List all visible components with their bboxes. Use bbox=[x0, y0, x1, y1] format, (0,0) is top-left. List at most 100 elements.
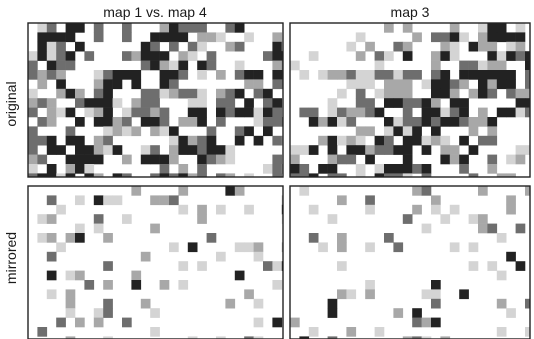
pixel-cell bbox=[374, 107, 385, 118]
pixel-cell bbox=[131, 186, 142, 196]
pixel-cell bbox=[178, 164, 189, 174]
pixel-cell bbox=[178, 32, 189, 43]
pixel-cell bbox=[140, 51, 151, 61]
pixel-cell bbox=[449, 79, 460, 90]
pixel-cell bbox=[496, 23, 507, 33]
pixel-cell bbox=[46, 60, 57, 71]
pixel-cell bbox=[431, 204, 441, 215]
pixel-cell bbox=[487, 126, 498, 137]
pixel-cell bbox=[28, 145, 38, 155]
pixel-cell bbox=[140, 298, 151, 309]
pixel-cell bbox=[178, 204, 189, 215]
pixel-cell bbox=[355, 70, 366, 80]
pixel-cell bbox=[197, 173, 207, 177]
pixel-cell bbox=[290, 164, 300, 174]
pixel-cell bbox=[525, 88, 530, 99]
pixel-cell bbox=[374, 60, 385, 71]
pixel-cell bbox=[253, 251, 264, 262]
pixel-cell bbox=[459, 107, 469, 118]
pixel-cell bbox=[337, 233, 347, 243]
pixel-cell bbox=[449, 145, 460, 155]
pixel-cell bbox=[337, 261, 347, 271]
pixel-cell bbox=[159, 164, 170, 174]
pixel-cell bbox=[234, 186, 245, 196]
pixel-cell bbox=[515, 145, 526, 155]
pixel-cell bbox=[365, 242, 375, 253]
pixel-cell bbox=[169, 173, 179, 177]
pixel-cell bbox=[421, 164, 432, 174]
pixel-cell bbox=[365, 280, 375, 290]
pixel-cell bbox=[272, 117, 283, 127]
pixel-cell bbox=[159, 70, 170, 80]
pixel-cell bbox=[159, 51, 170, 61]
pixel-cell bbox=[131, 270, 142, 281]
pixel-cell bbox=[402, 164, 413, 174]
pixel-cell bbox=[355, 107, 366, 118]
pixel-cell bbox=[478, 135, 488, 146]
pixel-cell bbox=[131, 79, 142, 90]
pixel-cell bbox=[56, 41, 66, 52]
pixel-cell bbox=[65, 23, 76, 33]
pixel-cell bbox=[216, 32, 226, 43]
pixel-cell bbox=[421, 223, 432, 234]
pixel-cell bbox=[244, 204, 254, 215]
pixel-cell bbox=[93, 107, 104, 118]
pixel-cell bbox=[468, 88, 479, 99]
panel-frame bbox=[27, 185, 284, 339]
pixel-cell bbox=[244, 107, 254, 118]
pixel-cell bbox=[75, 270, 85, 281]
pixel-cell bbox=[365, 195, 375, 206]
pixel-cell bbox=[525, 79, 530, 90]
pixel-cell bbox=[93, 117, 104, 127]
pixel-cell bbox=[206, 51, 217, 61]
pixel-cell bbox=[140, 145, 151, 155]
pixel-cell bbox=[496, 51, 507, 61]
pixel-cell bbox=[431, 289, 441, 300]
pixel-cell bbox=[431, 317, 441, 328]
pixel-cell bbox=[187, 98, 198, 108]
pixel-cell bbox=[478, 41, 488, 52]
pixel-cell bbox=[496, 79, 507, 90]
pixel-cell bbox=[225, 98, 236, 108]
pixel-cell bbox=[478, 32, 488, 43]
pixel-cell bbox=[65, 88, 76, 99]
pixel-cell bbox=[93, 135, 104, 146]
pixel-cell bbox=[169, 145, 179, 155]
pixel-cell bbox=[506, 173, 516, 177]
pixel-cell bbox=[206, 32, 217, 43]
pixel-cell bbox=[468, 70, 479, 80]
pixel-cell bbox=[431, 88, 441, 99]
pixel-cell bbox=[337, 195, 347, 206]
pixel-cell bbox=[187, 242, 198, 253]
pixel-cell bbox=[478, 60, 488, 71]
pixel-cell bbox=[65, 308, 76, 318]
pixel-cell bbox=[197, 70, 207, 80]
pixel-cell bbox=[65, 164, 76, 174]
pixel-cell bbox=[384, 233, 394, 243]
pixel-cell bbox=[449, 204, 460, 215]
pixel-cell bbox=[206, 60, 217, 71]
pixel-cell bbox=[308, 173, 319, 177]
pixel-cell bbox=[46, 117, 57, 127]
pixel-cell bbox=[140, 41, 151, 52]
pixel-cell bbox=[28, 60, 38, 71]
pixel-cell bbox=[234, 88, 245, 99]
pixel-cell bbox=[46, 135, 57, 146]
pixel-cell bbox=[272, 135, 283, 146]
pixel-cell bbox=[440, 336, 451, 339]
pixel-cell bbox=[159, 154, 170, 165]
pixel-cell bbox=[216, 117, 226, 127]
pixel-cell bbox=[37, 327, 48, 337]
pixel-cell bbox=[346, 70, 357, 80]
panel-original-map1-vs-map4 bbox=[27, 22, 284, 178]
pixel-cell bbox=[412, 135, 422, 146]
pixel-cell bbox=[506, 251, 516, 262]
pixel-cell bbox=[308, 233, 319, 243]
pixel-cell bbox=[225, 154, 236, 165]
pixel-cell bbox=[75, 23, 85, 33]
pixel-cell bbox=[206, 154, 217, 165]
pixel-cell bbox=[365, 145, 375, 155]
pixel-cell bbox=[122, 154, 132, 165]
pixel-cell bbox=[384, 98, 394, 108]
